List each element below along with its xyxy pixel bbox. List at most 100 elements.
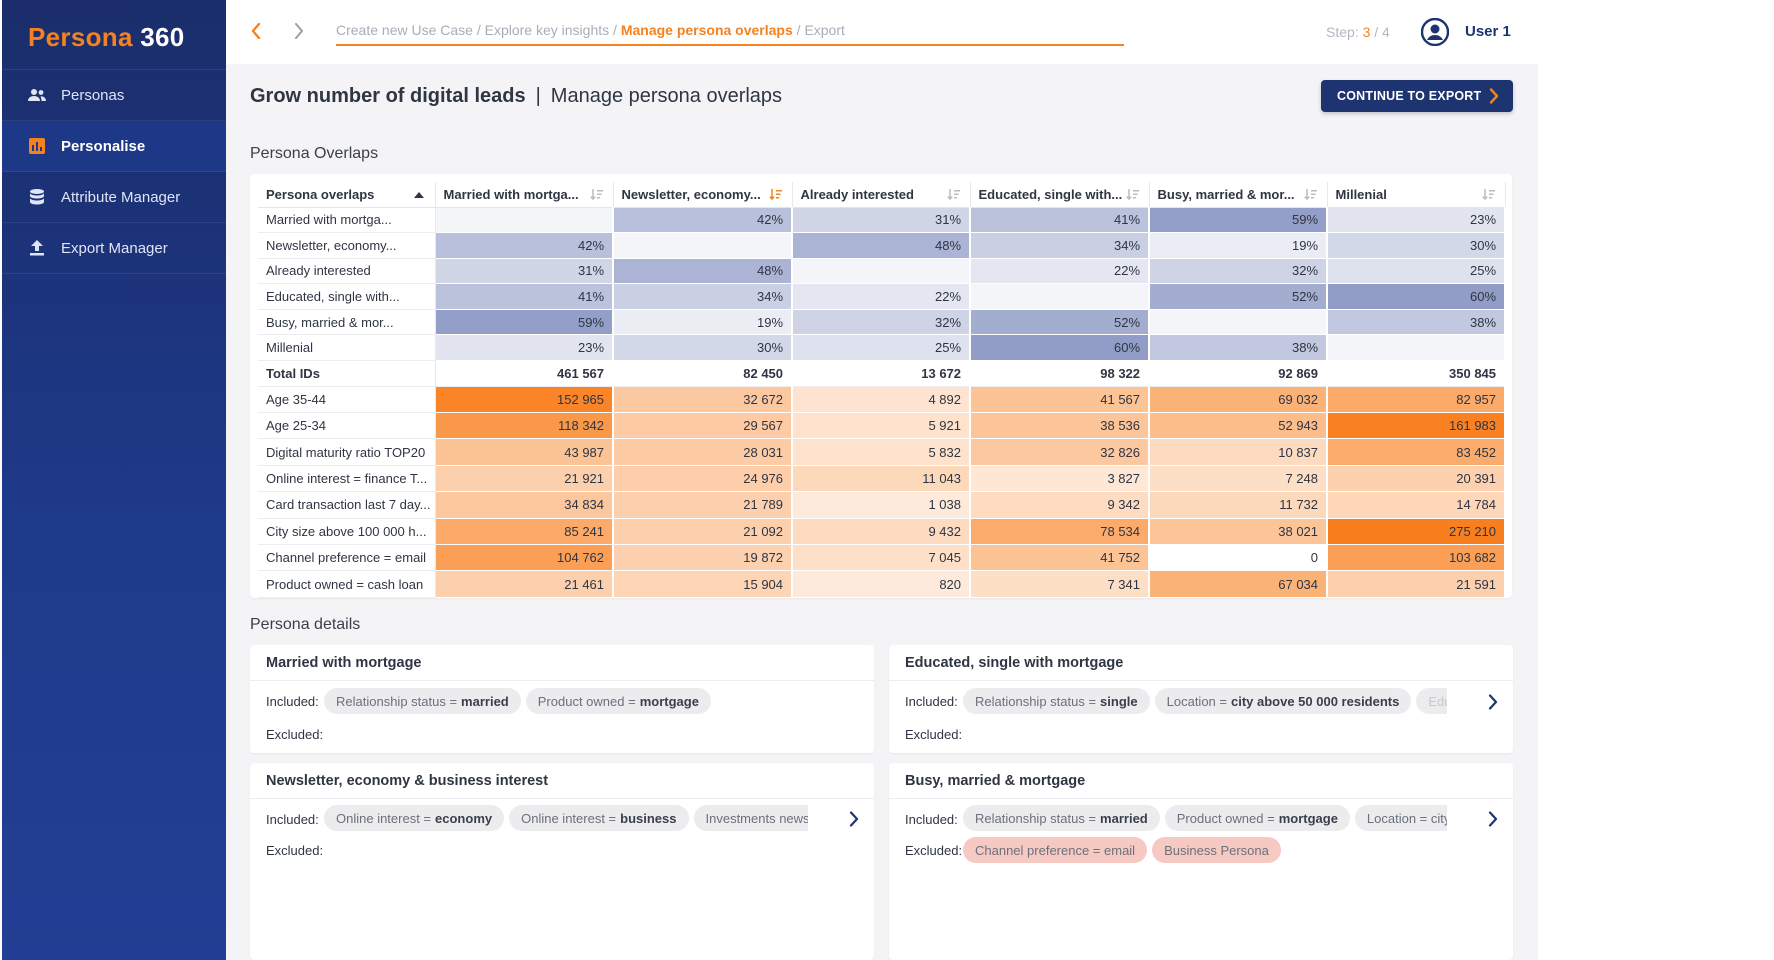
overlap-cell[interactable]: 31% [435,258,615,285]
overlap-cell[interactable]: 48% [613,258,794,285]
overlap-cell[interactable]: 19% [1149,232,1329,259]
attribute-cell[interactable]: 104 762 [435,544,615,572]
attribute-cell[interactable]: 820 [792,570,972,598]
attribute-cell[interactable]: 41 567 [970,386,1151,414]
attribute-cell[interactable]: 24 976 [613,465,794,493]
attribute-cell[interactable]: 10 837 [1149,438,1329,466]
overlap-cell[interactable]: 41% [435,283,615,310]
attribute-cell[interactable]: 5 921 [792,412,972,440]
overlap-cell[interactable]: 38% [1327,309,1507,336]
overlap-cell[interactable]: 52% [1149,283,1329,310]
attribute-cell[interactable]: 38 021 [1149,518,1329,546]
filter-chip[interactable]: Location = city above 50 000 residents [1154,688,1412,714]
overlap-cell[interactable]: 38% [1149,334,1329,362]
attribute-cell[interactable]: 38 536 [970,412,1151,440]
attribute-cell[interactable]: 52 943 [1149,412,1329,440]
chevron-right-icon[interactable] [846,809,862,829]
filter-chip[interactable]: Relationship status = single [963,688,1150,714]
sort-icon[interactable] [1303,188,1317,204]
overlap-cell[interactable]: 52% [970,309,1151,336]
overlap-cell[interactable]: 32% [792,309,972,336]
column-header[interactable]: Busy, married & mor... [1149,182,1328,208]
forward-arrow-icon[interactable] [289,20,309,42]
overlap-cell[interactable] [1327,334,1507,362]
filter-chip[interactable]: Online interest = business [509,805,689,831]
breadcrumb-item[interactable]: Create new Use Case [336,22,473,38]
app-logo[interactable]: Persona 360 [2,0,226,70]
overlap-cell[interactable]: 48% [792,232,972,259]
filter-chip[interactable]: Relationship status = married [324,688,521,714]
overlap-cell[interactable]: 25% [792,334,972,362]
breadcrumb-item[interactable]: Export [804,22,845,38]
attribute-cell[interactable]: 1 038 [792,491,972,519]
sort-icon[interactable] [1481,188,1495,204]
overlap-cell[interactable]: 19% [613,309,794,336]
attribute-cell[interactable]: 20 391 [1327,465,1507,493]
persona-card[interactable]: Married with mortgage Included: Relation… [250,645,874,753]
attribute-cell[interactable]: 161 983 [1327,412,1507,440]
attribute-cell[interactable]: 21 789 [613,491,794,519]
overlap-cell[interactable]: 22% [792,283,972,310]
attribute-cell[interactable]: 103 682 [1327,544,1507,572]
attribute-cell[interactable]: 11 732 [1149,491,1329,519]
attribute-cell[interactable]: 7 341 [970,570,1151,598]
attribute-cell[interactable]: 7 045 [792,544,972,572]
overlap-cell[interactable]: 60% [1327,283,1507,310]
table-corner-header[interactable]: Persona overlaps [258,182,436,208]
attribute-cell[interactable]: 32 672 [613,386,794,414]
attribute-cell[interactable]: 85 241 [435,518,615,546]
overlap-cell[interactable] [970,283,1151,310]
chevron-right-icon[interactable] [1485,809,1501,829]
attribute-cell[interactable]: 14 784 [1327,491,1507,519]
attribute-cell[interactable]: 15 904 [613,570,794,598]
attribute-cell[interactable]: 29 567 [613,412,794,440]
sidebar-item-personas[interactable]: Personas [2,70,226,121]
user-avatar-icon[interactable] [1420,17,1450,47]
overlap-cell[interactable]: 59% [435,309,615,336]
overlap-cell[interactable]: 34% [970,232,1151,259]
overlap-cell[interactable] [792,258,972,285]
attribute-cell[interactable]: 7 248 [1149,465,1329,493]
attribute-cell[interactable]: 28 031 [613,438,794,466]
attribute-cell[interactable]: 67 034 [1149,570,1329,598]
excluded-chip[interactable]: Business Persona [1152,837,1281,863]
overlap-cell[interactable] [1149,309,1329,336]
overlap-cell[interactable]: 25% [1327,258,1507,285]
attribute-cell[interactable]: 43 987 [435,438,615,466]
attribute-cell[interactable]: 21 921 [435,465,615,493]
filter-chip[interactable]: Investments newsle [693,805,808,831]
overlap-cell[interactable]: 42% [435,232,615,259]
overlap-cell[interactable]: 31% [792,207,972,234]
filter-chip[interactable]: Product owned = mortgage [525,688,711,714]
attribute-cell[interactable]: 69 032 [1149,386,1329,414]
persona-card[interactable]: Newsletter, economy & business interest … [250,763,874,960]
overlap-cell[interactable]: 23% [435,334,615,362]
attribute-cell[interactable]: 9 342 [970,491,1151,519]
attribute-cell[interactable]: 152 965 [435,386,615,414]
overlap-cell[interactable]: 32% [1149,258,1329,285]
attribute-cell[interactable]: 9 432 [792,518,972,546]
column-header[interactable]: Married with mortga... [435,182,614,208]
overlap-cell[interactable]: 59% [1149,207,1329,234]
attribute-cell[interactable]: 5 832 [792,438,972,466]
attribute-cell[interactable]: 21 092 [613,518,794,546]
filter-chip[interactable]: Edu [1416,688,1447,714]
overlap-cell[interactable]: 60% [970,334,1151,362]
column-header[interactable]: Millenial [1327,182,1506,208]
attribute-cell[interactable]: 11 043 [792,465,972,493]
continue-to-export-button[interactable]: CONTINUE TO EXPORT [1321,80,1513,112]
breadcrumb-item-current[interactable]: Manage persona overlaps [620,22,793,38]
persona-card[interactable]: Educated, single with mortgage Included:… [889,645,1513,753]
attribute-cell[interactable]: 34 834 [435,491,615,519]
filter-chip[interactable]: Location = city [1354,805,1447,831]
user-name[interactable]: User 1 [1465,23,1511,40]
column-header[interactable]: Newsletter, economy... [613,182,793,208]
sort-icon[interactable] [946,188,960,204]
attribute-cell[interactable]: 32 826 [970,438,1151,466]
filter-chip[interactable]: Product owned = mortgage [1164,805,1350,831]
overlap-cell[interactable]: 42% [613,207,794,234]
sidebar-item-personalise[interactable]: Personalise [2,121,226,172]
sort-asc-icon[interactable] [413,188,425,203]
column-header[interactable]: Educated, single with... [970,182,1150,208]
overlap-cell[interactable] [613,232,794,259]
